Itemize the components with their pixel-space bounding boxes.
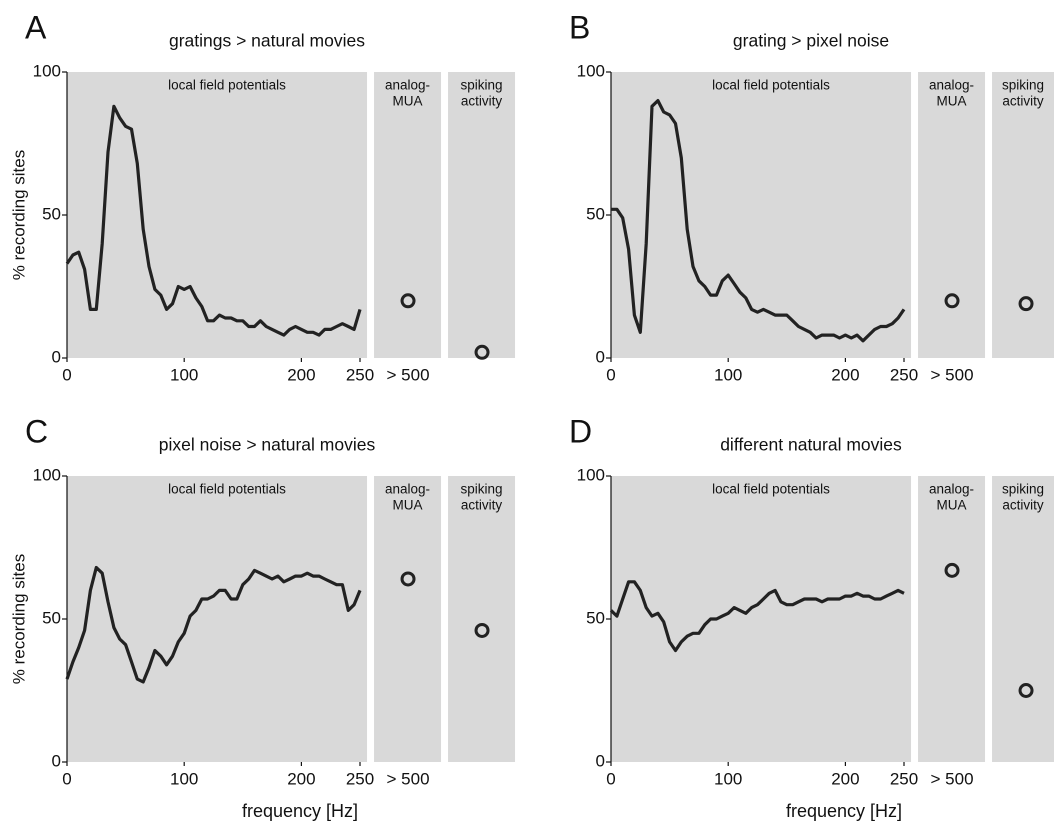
section-label: activity	[1002, 94, 1044, 109]
section-label: spiking	[1002, 78, 1044, 93]
x-tick-label: 100	[714, 365, 742, 384]
x-tick-label: 100	[170, 365, 198, 384]
y-tick-label: 100	[33, 465, 61, 484]
section-label: local field potentials	[168, 482, 286, 497]
panel-label: A	[25, 9, 47, 45]
spiking-point	[1018, 683, 1034, 698]
section-background	[992, 72, 1054, 358]
section-label: spiking	[461, 482, 503, 497]
y-tick-label: 0	[596, 751, 605, 770]
section-background	[918, 476, 986, 762]
section-label: MUA	[937, 94, 967, 109]
section-label: local field potentials	[712, 78, 830, 93]
section-background	[448, 476, 516, 762]
y-tick-label: 100	[33, 61, 61, 80]
x-tick-label: 0	[606, 769, 615, 788]
x-tick-label: 200	[287, 365, 315, 384]
y-tick-label: 100	[577, 465, 605, 484]
panel-title: gratings > natural movies	[169, 31, 365, 51]
lfp-line	[609, 580, 905, 653]
mua-point	[400, 293, 416, 309]
mua-point	[400, 571, 416, 587]
y-tick-label: 0	[596, 347, 605, 366]
section-label: spiking	[1002, 482, 1044, 497]
y-tick-label: 0	[52, 347, 61, 366]
mua-point	[944, 293, 960, 309]
x-tick-label: 200	[287, 769, 315, 788]
x-tick-label: 200	[831, 769, 859, 788]
section-label: analog-	[929, 78, 974, 93]
panel-title: grating > pixel noise	[733, 31, 889, 51]
lfp-line	[611, 99, 906, 343]
section-label: MUA	[937, 498, 967, 513]
section-label: analog-	[929, 482, 974, 497]
spiking-point	[474, 622, 490, 638]
x-tick-label: 250	[346, 769, 374, 788]
section-background	[992, 476, 1054, 762]
x-tick-label: 250	[890, 769, 918, 788]
section-label: analog-	[385, 78, 430, 93]
section-background	[374, 476, 442, 762]
x-tick-label: 250	[346, 365, 374, 384]
y-axis-label: % recording sites	[9, 150, 28, 280]
section-label: activity	[461, 94, 503, 109]
x-tick-label: 0	[62, 769, 71, 788]
y-axis-label: % recording sites	[9, 554, 28, 684]
lfp-line	[65, 104, 362, 337]
panel-label: D	[569, 413, 592, 449]
section-label: local field potentials	[168, 78, 286, 93]
section-label: activity	[1002, 498, 1044, 513]
x-axis-label: frequency [Hz]	[242, 801, 358, 821]
x-tick-label: 200	[831, 365, 859, 384]
x-tick-label: 0	[62, 365, 71, 384]
mua-x-label: > 500	[387, 365, 430, 384]
spiking-point	[1018, 296, 1034, 312]
section-background	[374, 72, 442, 358]
lfp-line	[65, 565, 362, 684]
mua-x-label: > 500	[931, 365, 974, 384]
section-background	[611, 72, 912, 358]
y-tick-label: 100	[577, 61, 605, 80]
section-background	[611, 476, 912, 762]
x-axis-label: frequency [Hz]	[786, 801, 902, 821]
y-tick-label: 50	[42, 204, 61, 223]
panel-label: B	[569, 9, 590, 45]
mua-point	[944, 562, 960, 578]
x-tick-label: 100	[714, 769, 742, 788]
section-label: MUA	[393, 498, 423, 513]
x-tick-label: 100	[170, 769, 198, 788]
mua-x-label: > 500	[387, 769, 430, 788]
section-background	[67, 476, 368, 762]
x-tick-label: 0	[606, 365, 615, 384]
section-label: activity	[461, 498, 503, 513]
y-tick-label: 0	[52, 751, 61, 770]
mua-x-label: > 500	[931, 769, 974, 788]
section-background	[448, 72, 516, 358]
spiking-point	[474, 344, 490, 360]
y-tick-label: 50	[586, 608, 605, 627]
panel-title: different natural movies	[720, 435, 902, 455]
x-tick-label: 250	[890, 365, 918, 384]
section-label: MUA	[393, 94, 423, 109]
section-label: spiking	[461, 78, 503, 93]
section-label: local field potentials	[712, 482, 830, 497]
y-tick-label: 50	[586, 204, 605, 223]
section-background	[67, 72, 368, 358]
panel-label: C	[25, 413, 48, 449]
section-background	[918, 72, 986, 358]
y-tick-label: 50	[42, 608, 61, 627]
section-label: analog-	[385, 482, 430, 497]
panel-title: pixel noise > natural movies	[159, 435, 376, 455]
